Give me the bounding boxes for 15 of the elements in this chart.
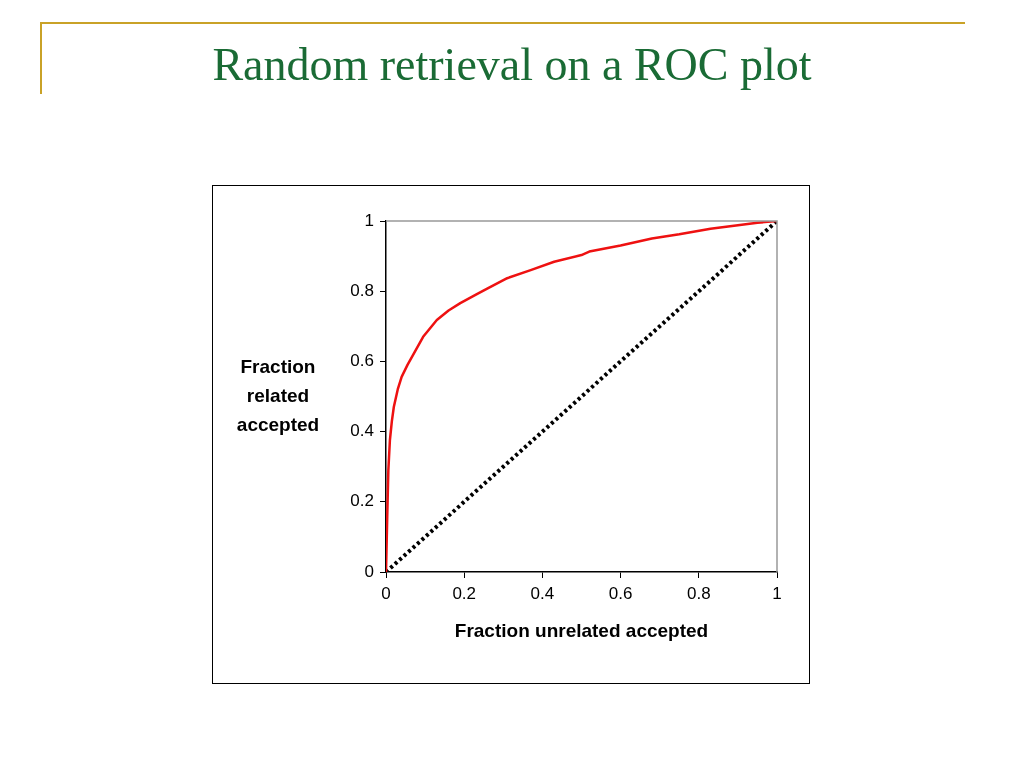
x-tick-label: 1 <box>772 583 782 603</box>
x-tick-label: 0.8 <box>686 583 711 603</box>
x-tick-label: 0.2 <box>452 583 477 603</box>
y-tick-label: 0.4 <box>350 421 374 441</box>
chart-title: Random retrieval on a ROC plot <box>211 38 813 91</box>
y-tick-label: 0.6 <box>350 351 374 371</box>
y-tick-label: 1 <box>364 210 374 230</box>
y-axis-title: Fraction related accepted <box>235 355 321 437</box>
y-tick-label: 0.8 <box>350 280 374 300</box>
y-tick-label: 0 <box>364 561 374 581</box>
x-tick-label: 0 <box>381 583 391 603</box>
x-tick-label: 0.4 <box>530 583 555 603</box>
y-tick-label: 0.2 <box>350 491 374 511</box>
x-tick-label: 0.6 <box>608 583 633 603</box>
x-axis-title: Fraction unrelated accepted <box>454 619 709 641</box>
